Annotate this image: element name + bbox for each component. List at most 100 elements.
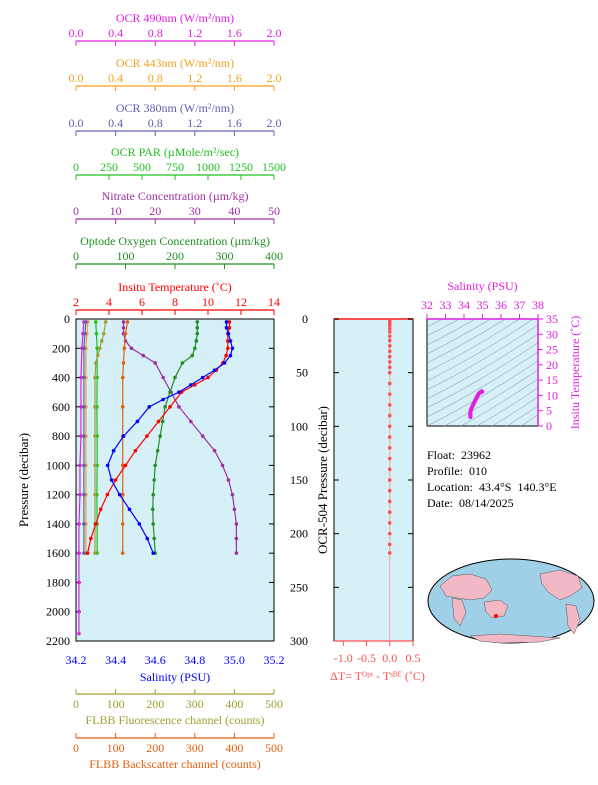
fluorescence-axis-title: FLBB Fluorescence channel (counts) (86, 713, 265, 727)
salinity-point (189, 383, 193, 387)
nitrate-point (141, 353, 146, 358)
salinity-point (228, 339, 233, 343)
nitrate-axis-title: Nitrate Concentration (µm/kg) (102, 189, 249, 203)
delta-t-point (387, 435, 392, 439)
fluorescence-point (101, 331, 106, 336)
profile-number: Profile: 010 (427, 464, 487, 478)
ocr380-tick-label: 0.4 (108, 116, 123, 130)
density-isoline (520, 414, 538, 426)
delta-t-point (387, 403, 392, 407)
float-id: Float: 23962 (427, 448, 492, 462)
temperature-tick-label: 6 (139, 295, 145, 309)
oxygen-tick-label: 400 (265, 249, 283, 263)
backscatter-point (120, 522, 125, 526)
ts-salinity-tick-label: 32 (421, 298, 433, 312)
oxygen-tick-label: 300 (216, 249, 234, 263)
par-axis-title: OCR PAR (µMole/m²/sec) (111, 145, 239, 159)
profile-date: Date: 08/14/2025 (427, 496, 514, 510)
delta-t-point (387, 499, 392, 504)
salinity-point (105, 463, 110, 468)
oxygen-point (160, 419, 165, 424)
density-isoline (427, 360, 538, 426)
temperature-tick-label: 2 (73, 295, 79, 309)
ocr380-point (82, 346, 86, 351)
main-profile-chart: 0.0 0.4 0.8 1.2 1.6 2.0 OCR 490nm (W/m²/nm) 0.0… (16, 11, 286, 771)
ocr490-point (78, 463, 82, 468)
oxygen-point (155, 448, 160, 453)
ocr443-tick-label: 0.4 (108, 71, 123, 85)
oxygen-point (190, 353, 195, 358)
ts-point (469, 405, 474, 410)
ts-salinity-tick-label: 33 (440, 298, 452, 312)
temperature-point (193, 383, 197, 387)
ocr490-tick-label: 0.4 (108, 26, 123, 40)
ts-point (480, 389, 485, 394)
nitrate-point (234, 551, 239, 555)
temperature-point (94, 522, 98, 526)
par-tick-label: 500 (133, 160, 151, 174)
par-tick-label: 750 (166, 160, 184, 174)
backscatter-tick-label: 300 (186, 741, 204, 755)
delta-t-point (387, 338, 392, 343)
salinity-point (222, 361, 227, 365)
delta-pressure-tick-label: 200 (290, 527, 308, 541)
oxygen-point (153, 463, 157, 468)
ocr380-tick-label: 1.6 (227, 116, 242, 130)
delta-t-point (387, 381, 392, 386)
temperature-point (226, 339, 230, 343)
nitrate-tick-label: 0 (73, 204, 79, 218)
density-isoline (476, 387, 538, 426)
fluorescence-point (93, 375, 97, 380)
pressure-tick-label: 1000 (46, 458, 70, 472)
ts-point (474, 396, 479, 401)
delta-t-point (387, 551, 392, 555)
fluorescence-point (93, 492, 97, 497)
oxygen-point (152, 478, 157, 482)
pressure-tick-label: 2200 (46, 634, 70, 648)
oxygen-point (180, 361, 185, 365)
ocr443-tick-label: 1.6 (227, 71, 242, 85)
salinity-tick-label: 34.8 (184, 653, 205, 667)
ocr490-tick-label: 2.0 (267, 26, 282, 40)
fluorescence-point (97, 346, 102, 351)
nitrate-tick-label: 10 (110, 204, 122, 218)
fluorescence-tick-label: 300 (186, 697, 204, 711)
ocr490-axis-title: OCR 490nm (W/m²/nm) (116, 11, 234, 25)
ts-salinity-tick-label: 35 (477, 298, 489, 312)
backscatter-axis-title: FLBB Backscatter channel (counts) (89, 757, 261, 771)
salinity-point (177, 390, 181, 394)
backscatter-point (122, 346, 127, 351)
par-line (95, 321, 98, 554)
density-isoline (427, 342, 538, 409)
pressure-tick-label: 0 (64, 312, 70, 326)
oxygen-point (195, 331, 200, 336)
delta-x-axis-title: ΔT= Tᴼᵖᵗ - Tˢᴮᴱ (˚C) (330, 669, 425, 683)
salinity-point (224, 320, 229, 324)
delta-pressure-axis-title: OCR-504 Pressure (decibar) (315, 406, 330, 554)
backscatter-point (120, 375, 125, 380)
fluorescence-point (93, 434, 97, 438)
salinity-point (226, 331, 231, 336)
nitrate-point (153, 361, 157, 365)
salinity-point (228, 353, 233, 358)
density-isoline (427, 319, 521, 373)
ocr490-point (79, 434, 83, 438)
salinity-tick-label: 34.6 (145, 653, 166, 667)
pressure-tick-label: 1400 (46, 517, 70, 531)
salinity-point (109, 478, 114, 482)
oxygen-point (151, 522, 156, 526)
par-tick-label: 1500 (262, 160, 286, 174)
nitrate-point (234, 536, 239, 541)
pressure-tick-label: 1600 (46, 546, 70, 560)
pressure-tick-label: 2000 (46, 605, 70, 619)
delta-t-point (387, 521, 392, 525)
temperature-point (89, 536, 93, 541)
backscatter-tick-label: 0 (73, 741, 79, 755)
density-isoline (427, 324, 538, 391)
ts-temp-tick-label: 35 (546, 312, 558, 326)
ocr490-point (77, 551, 81, 555)
backscatter-point (120, 405, 125, 409)
salinity-point (111, 448, 116, 453)
ts-point (468, 411, 473, 416)
